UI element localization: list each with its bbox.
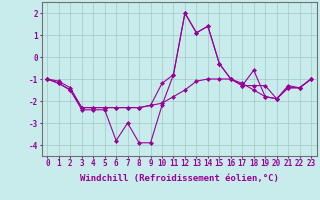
X-axis label: Windchill (Refroidissement éolien,°C): Windchill (Refroidissement éolien,°C) (80, 174, 279, 183)
